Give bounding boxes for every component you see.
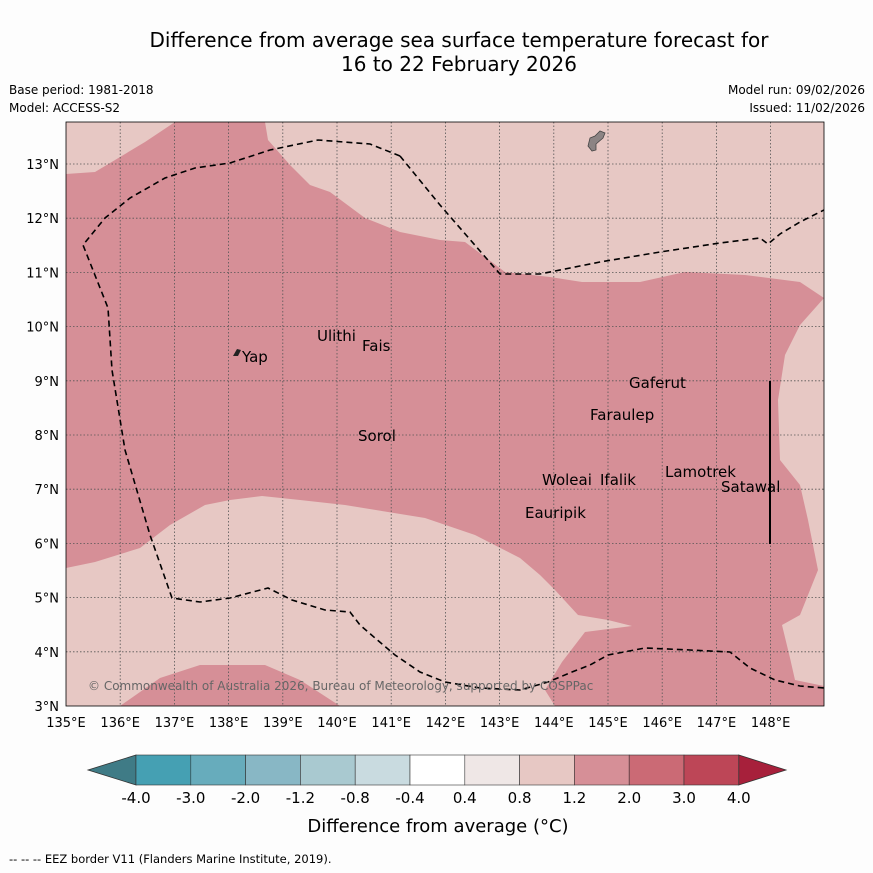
lon-tick-label: 141°E <box>371 716 411 731</box>
colorbar-tick-label: 1.2 <box>562 789 586 807</box>
colorbar-swatch <box>190 754 246 786</box>
lat-tick-label: 11°N <box>26 266 59 281</box>
lon-tick-label: 139°E <box>263 716 303 731</box>
colorbar-tick-label: 3.0 <box>672 789 696 807</box>
lon-tick-label: 138°E <box>209 716 249 731</box>
title-line-1: Difference from average sea surface temp… <box>149 28 769 52</box>
colorbar-extend-low <box>86 754 137 786</box>
colorbar-swatch <box>683 754 740 786</box>
lat-tick-label: 5°N <box>35 592 60 607</box>
longitude-axis: 135°E 136°E 137°E 138°E 139°E 140°E 141°E 142°E… <box>46 716 790 731</box>
place-labels: Yap Ulithi Fais Gaferut Faraulep Sorol L… <box>241 327 780 522</box>
model-name: Model: ACCESS-S2 <box>9 101 121 115</box>
colorbar-tick-label: 2.0 <box>617 789 641 807</box>
colorbar-tick-label: -2.0 <box>231 789 260 807</box>
lon-tick-label: 143°E <box>480 716 520 731</box>
colorbar-tick-label: 0.8 <box>508 789 532 807</box>
colorbar-tick-label: -0.8 <box>341 789 370 807</box>
place-label-lamotrek: Lamotrek <box>665 463 736 481</box>
lat-tick-label: 6°N <box>35 537 60 552</box>
meta-right: Model run: 09/02/2026 Issued: 11/02/2026 <box>728 81 865 117</box>
base-period: Base period: 1981-2018 <box>9 83 154 97</box>
island-shape <box>587 130 606 152</box>
colorbar-swatch <box>464 754 520 786</box>
colorbar-swatch <box>574 754 630 786</box>
colorbar-tick-label: -3.0 <box>176 789 205 807</box>
latitude-axis: 3°N 4°N 5°N 6°N 7°N 8°N 9°N 10°N 11°N 12°N 13°N <box>26 158 59 715</box>
eez-footnote: -- -- -- EEZ border V11 (Flanders Marine… <box>9 852 332 866</box>
colorbar-swatch <box>628 754 685 786</box>
place-label-satawal: Satawal <box>721 478 780 496</box>
lat-tick-label: 8°N <box>35 429 60 444</box>
colorbar-swatch <box>354 754 411 786</box>
lon-tick-label: 142°E <box>426 716 466 731</box>
lon-tick-label: 135°E <box>46 716 86 731</box>
colorbar: -4.0 -3.0 -2.0 -1.2 -0.8 -0.4 0.4 0.8 1.2 2.0 3.0 4… <box>86 754 788 807</box>
colorbar-swatch <box>409 754 466 786</box>
yap-island <box>233 349 241 356</box>
colorbar-tick-label: -4.0 <box>121 789 150 807</box>
lat-tick-label: 10°N <box>26 321 59 336</box>
place-label-faraulep: Faraulep <box>590 406 654 424</box>
anomaly-region-warm-south <box>120 665 340 706</box>
title-line-2: 16 to 22 February 2026 <box>341 52 577 76</box>
graticule <box>66 122 824 706</box>
place-label-ifalik: Ifalik <box>600 471 636 489</box>
lat-tick-label: 9°N <box>35 375 60 390</box>
colorbar-swatch <box>300 754 356 786</box>
colorbar-swatch <box>135 754 192 786</box>
colorbar-tick-label: 4.0 <box>727 789 751 807</box>
place-label-sorol: Sorol <box>358 427 396 445</box>
place-label-ulithi: Ulithi <box>317 327 356 345</box>
colorbar-swatch <box>519 754 575 786</box>
lon-tick-label: 136°E <box>100 716 140 731</box>
lon-tick-label: 147°E <box>697 716 737 731</box>
colorbar-tick-label: -1.2 <box>286 789 315 807</box>
colorbar-swatch <box>245 754 301 786</box>
meta-left: Base period: 1981-2018 Model: ACCESS-S2 <box>9 81 154 117</box>
colorbar-extend-high <box>738 754 788 786</box>
model-run: Model run: 09/02/2026 <box>727 83 865 97</box>
place-label-eauripik: Eauripik <box>525 504 586 522</box>
lon-tick-label: 148°E <box>751 716 791 731</box>
lat-tick-label: 3°N <box>35 700 60 715</box>
lat-tick-label: 4°N <box>35 646 60 661</box>
issued-date: Issued: 11/02/2026 <box>749 101 865 115</box>
map-frame <box>65 121 825 707</box>
map-plot-area: Yap Ulithi Fais Gaferut Faraulep Sorol L… <box>66 122 824 706</box>
copyright-note: © Commonwealth of Australia 2026, Bureau… <box>88 679 593 693</box>
lon-tick-label: 145°E <box>588 716 628 731</box>
lat-tick-label: 12°N <box>26 212 59 227</box>
colorbar-tick-label: 0.4 <box>453 789 477 807</box>
colorbar-title: Difference from average (°C) <box>307 816 568 837</box>
place-label-gaferut: Gaferut <box>629 374 686 392</box>
lon-tick-label: 137°E <box>155 716 195 731</box>
place-label-fais: Fais <box>362 337 391 355</box>
colorbar-tick-label: -0.4 <box>395 789 424 807</box>
lat-tick-label: 7°N <box>35 483 60 498</box>
lon-tick-label: 144°E <box>534 716 574 731</box>
place-label-woleai: Woleai <box>542 471 592 489</box>
place-label-yap: Yap <box>241 348 268 366</box>
lon-tick-label: 146°E <box>642 716 682 731</box>
lon-tick-label: 140°E <box>317 716 357 731</box>
lat-tick-label: 13°N <box>26 158 59 173</box>
map-title: Difference from average sea surface temp… <box>45 28 873 76</box>
eez-border-west <box>82 139 824 691</box>
